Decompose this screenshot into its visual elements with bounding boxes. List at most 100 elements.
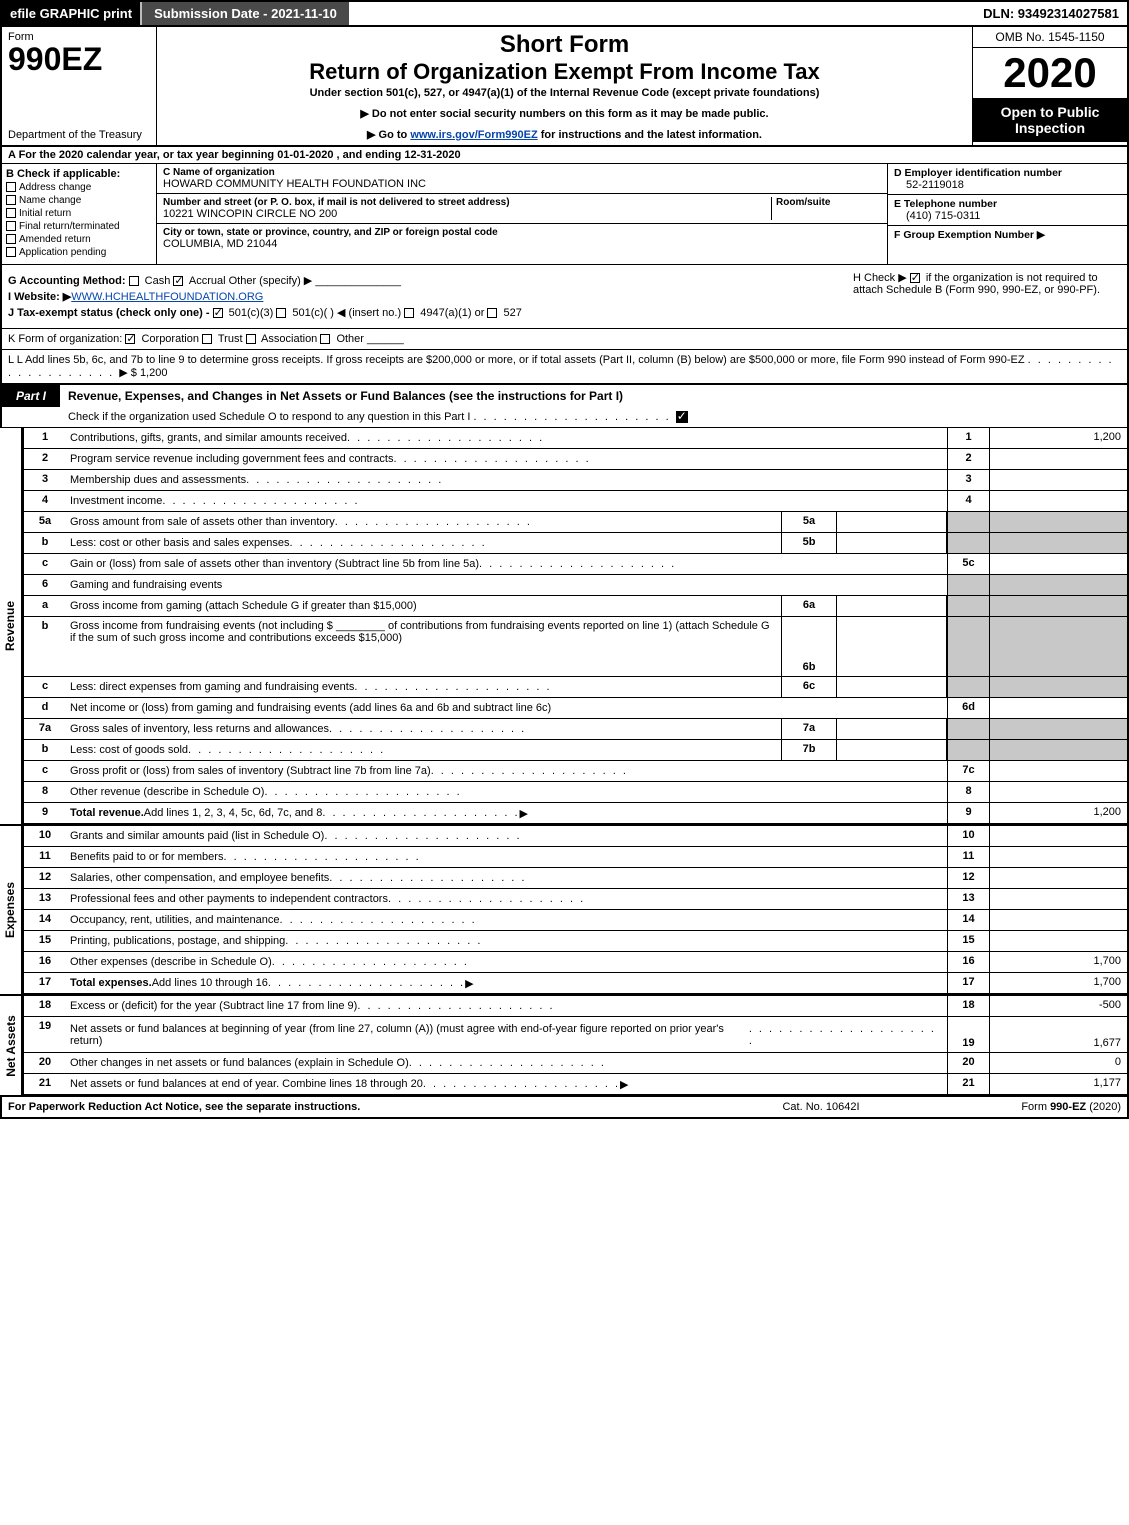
header-right: OMB No. 1545-1150 2020 Open to Public In…: [972, 27, 1127, 145]
page-footer: For Paperwork Reduction Act Notice, see …: [0, 1097, 1129, 1119]
part-1-header: Part I Revenue, Expenses, and Changes in…: [0, 385, 1129, 428]
org-name: HOWARD COMMUNITY HEALTH FOUNDATION INC: [163, 178, 881, 190]
row-8: 8Other revenue (describe in Schedule O)8: [24, 782, 1127, 803]
row-13: 13Professional fees and other payments t…: [24, 889, 1127, 910]
line-k: K Form of organization: Corporation Trus…: [0, 329, 1129, 350]
row-11: 11Benefits paid to or for members11: [24, 847, 1127, 868]
line-g: G Accounting Method: Cash Accrual Other …: [8, 274, 841, 287]
irs-link[interactable]: www.irs.gov/Form990EZ: [410, 129, 537, 141]
omb-number: OMB No. 1545-1150: [973, 27, 1127, 48]
expenses-side-label: Expenses: [0, 826, 22, 994]
row-7b: bLess: cost of goods sold7b: [24, 740, 1127, 761]
row-7a: 7aGross sales of inventory, less returns…: [24, 719, 1127, 740]
d-label: D Employer identification number: [894, 167, 1121, 179]
cb-527[interactable]: [487, 308, 497, 318]
cb-amended[interactable]: Amended return: [6, 234, 152, 245]
cb-trust[interactable]: [202, 334, 212, 344]
row-6c: cLess: direct expenses from gaming and f…: [24, 677, 1127, 698]
line-i: I Website: ▶WWW.HCHEALTHFOUNDATION.ORG: [8, 290, 841, 303]
row-6: 6Gaming and fundraising events: [24, 575, 1127, 596]
submission-date: Submission Date - 2021-11-10: [140, 2, 349, 25]
row-1: 1Contributions, gifts, grants, and simil…: [24, 428, 1127, 449]
header-left: Form 990EZ Department of the Treasury: [2, 27, 157, 145]
footer-notice: For Paperwork Reduction Act Notice, see …: [8, 1101, 721, 1113]
tax-year: 2020: [973, 48, 1127, 98]
cb-pending[interactable]: Application pending: [6, 247, 152, 258]
instr-ssn: ▶ Do not enter social security numbers o…: [165, 107, 964, 120]
treasury-dept: Department of the Treasury: [8, 129, 150, 141]
efile-label[interactable]: efile GRAPHIC print: [2, 2, 140, 25]
form-number: 990EZ: [8, 43, 150, 75]
revenue-side-label: Revenue: [0, 428, 22, 824]
e-label: E Telephone number: [894, 198, 1121, 210]
cb-cash[interactable]: [129, 276, 139, 286]
row-18: 18Excess or (deficit) for the year (Subt…: [24, 996, 1127, 1017]
row-5c: cGain or (loss) from sale of assets othe…: [24, 554, 1127, 575]
cb-accrual[interactable]: [173, 276, 183, 286]
footer-formref: Form 990-EZ (2020): [921, 1101, 1121, 1113]
dln: DLN: 93492314027581: [975, 2, 1127, 25]
under-section: Under section 501(c), 527, or 4947(a)(1)…: [165, 87, 964, 99]
c-street-label: Number and street (or P. O. box, if mail…: [163, 197, 771, 208]
cb-corp[interactable]: [125, 334, 135, 344]
revenue-section: Revenue 1Contributions, gifts, grants, a…: [0, 428, 1129, 826]
f-label: F Group Exemption Number ▶: [894, 229, 1121, 241]
c-city-label: City or town, state or province, country…: [163, 227, 881, 238]
row-3: 3Membership dues and assessments3: [24, 470, 1127, 491]
row-2: 2Program service revenue including gover…: [24, 449, 1127, 470]
website-link[interactable]: WWW.HCHEALTHFOUNDATION.ORG: [71, 291, 263, 303]
row-5b: bLess: cost or other basis and sales exp…: [24, 533, 1127, 554]
part-1-schedule-o: Check if the organization used Schedule …: [60, 407, 1127, 427]
row-16: 16Other expenses (describe in Schedule O…: [24, 952, 1127, 973]
street-address: 10221 WINCOPIN CIRCLE NO 200: [163, 208, 771, 220]
cb-assoc[interactable]: [246, 334, 256, 344]
part-1-tab: Part I: [2, 385, 60, 407]
row-15: 15Printing, publications, postage, and s…: [24, 931, 1127, 952]
line-j: J Tax-exempt status (check only one) - 5…: [8, 306, 841, 319]
row-a-period: A For the 2020 calendar year, or tax yea…: [0, 147, 1129, 164]
row-6a: aGross income from gaming (attach Schedu…: [24, 596, 1127, 617]
row-14: 14Occupancy, rent, utilities, and mainte…: [24, 910, 1127, 931]
entity-block: B Check if applicable: Address change Na…: [0, 164, 1129, 265]
cb-final-return[interactable]: Final return/terminated: [6, 221, 152, 232]
section-b: B Check if applicable: Address change Na…: [2, 164, 157, 264]
section-c: C Name of organization HOWARD COMMUNITY …: [157, 164, 887, 264]
return-title: Return of Organization Exempt From Incom…: [165, 59, 964, 85]
cb-address-change[interactable]: Address change: [6, 182, 152, 193]
cb-4947[interactable]: [404, 308, 414, 318]
cb-other[interactable]: [320, 334, 330, 344]
city-state-zip: COLUMBIA, MD 21044: [163, 238, 881, 250]
expenses-section: Expenses 10Grants and similar amounts pa…: [0, 826, 1129, 996]
cb-initial-return[interactable]: Initial return: [6, 208, 152, 219]
form-header: Form 990EZ Department of the Treasury Sh…: [0, 27, 1129, 147]
part-1-title: Revenue, Expenses, and Changes in Net As…: [60, 385, 1127, 407]
room-label: Room/suite: [776, 197, 881, 208]
row-g-to-j: G Accounting Method: Cash Accrual Other …: [0, 265, 1129, 329]
cb-schedule-o[interactable]: [676, 411, 688, 423]
section-h: H Check ▶ if the organization is not req…: [847, 265, 1127, 328]
row-6d: dNet income or (loss) from gaming and fu…: [24, 698, 1127, 719]
row-7c: cGross profit or (loss) from sales of in…: [24, 761, 1127, 782]
row-9: 9Total revenue. Add lines 1, 2, 3, 4, 5c…: [24, 803, 1127, 824]
b-header: B Check if applicable:: [6, 168, 152, 180]
section-def: D Employer identification number 52-2119…: [887, 164, 1127, 264]
cb-501c3[interactable]: [213, 308, 223, 318]
instr-goto: ▶ Go to www.irs.gov/Form990EZ for instru…: [165, 128, 964, 141]
top-bar: efile GRAPHIC print Submission Date - 20…: [0, 0, 1129, 27]
row-4: 4Investment income4: [24, 491, 1127, 512]
row-10: 10Grants and similar amounts paid (list …: [24, 826, 1127, 847]
cb-501c[interactable]: [276, 308, 286, 318]
c-name-label: C Name of organization: [163, 167, 881, 178]
row-17: 17Total expenses. Add lines 10 through 1…: [24, 973, 1127, 994]
row-12: 12Salaries, other compensation, and empl…: [24, 868, 1127, 889]
cb-h[interactable]: [910, 273, 920, 283]
open-public: Open to Public Inspection: [973, 98, 1127, 142]
row-5a: 5aGross amount from sale of assets other…: [24, 512, 1127, 533]
row-19: 19Net assets or fund balances at beginni…: [24, 1017, 1127, 1053]
row-6b: bGross income from fundraising events (n…: [24, 617, 1127, 677]
cb-name-change[interactable]: Name change: [6, 195, 152, 206]
footer-catno: Cat. No. 10642I: [721, 1101, 921, 1113]
netassets-side-label: Net Assets: [0, 996, 22, 1095]
header-center: Short Form Return of Organization Exempt…: [157, 27, 972, 145]
short-form-title: Short Form: [165, 31, 964, 59]
